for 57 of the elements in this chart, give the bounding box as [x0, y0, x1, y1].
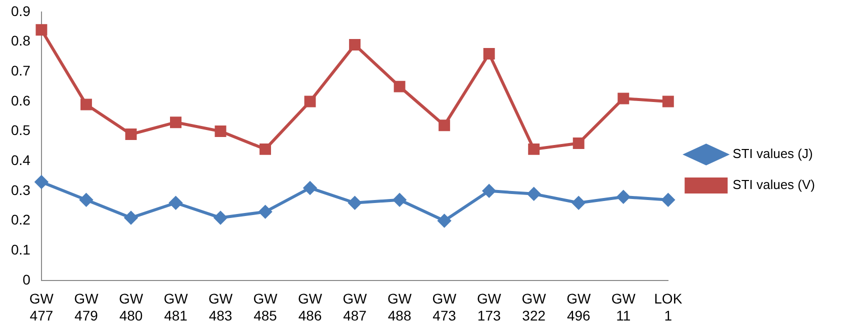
point — [214, 211, 228, 224]
point — [258, 205, 272, 218]
x-tick-label: GW 322 — [522, 290, 547, 324]
y-tick-label: 0.3 — [10, 182, 31, 198]
point — [36, 24, 48, 36]
point — [527, 187, 540, 200]
x-tick-label: GW 485 — [253, 290, 278, 324]
point — [304, 96, 316, 108]
point — [125, 128, 137, 140]
point — [124, 211, 138, 224]
point — [616, 190, 630, 204]
x-tick-label: GW 11 — [611, 290, 636, 324]
point — [482, 184, 496, 198]
y-tick-label: 0.1 — [10, 241, 31, 258]
x-tick-label: GW 483 — [208, 290, 234, 324]
x-tick-label: GW 496 — [566, 290, 592, 324]
point — [349, 39, 361, 51]
x-tick-label: LOK 1 — [654, 290, 683, 324]
point — [618, 92, 630, 104]
y-tick-label: 0.9 — [10, 2, 31, 19]
point — [528, 143, 540, 155]
x-tick-label: GW 173 — [477, 290, 502, 324]
y-tick-label: 0.4 — [10, 152, 31, 168]
y-tick-label: 0.7 — [10, 62, 31, 79]
point — [393, 193, 406, 206]
point — [80, 98, 92, 110]
x-tick-label: GW 488 — [388, 290, 412, 324]
point — [438, 120, 450, 132]
y-tick-label: 0.2 — [10, 212, 31, 228]
y-tick-label: 0.6 — [10, 92, 31, 108]
point — [260, 143, 272, 155]
point — [662, 193, 675, 206]
y-tick-label: 0.8 — [10, 32, 31, 49]
x-tick-label: GW 487 — [342, 290, 368, 324]
point — [483, 48, 495, 60]
point — [169, 196, 182, 210]
point — [348, 196, 362, 210]
point — [572, 137, 584, 149]
point — [572, 196, 586, 210]
point — [34, 175, 48, 188]
point — [214, 126, 226, 138]
legend-label: STI values (V) — [732, 177, 816, 192]
point — [438, 214, 451, 228]
point — [304, 181, 317, 194]
point — [170, 116, 182, 128]
y-tick-label: 0.5 — [10, 122, 31, 138]
point — [394, 80, 406, 92]
x-tick-label: GW 481 — [164, 290, 189, 324]
point — [662, 96, 674, 108]
legend-label: STI values (J) — [732, 146, 813, 162]
point — [80, 193, 93, 206]
x-tick-label: GW 479 — [74, 290, 100, 324]
y-tick-label: 0 — [22, 271, 31, 288]
x-tick-label: GW 473 — [432, 290, 458, 324]
x-tick-label: GW 486 — [298, 290, 323, 324]
x-tick-label: GW 480 — [118, 290, 144, 324]
x-tick-label: GW 477 — [29, 290, 54, 324]
